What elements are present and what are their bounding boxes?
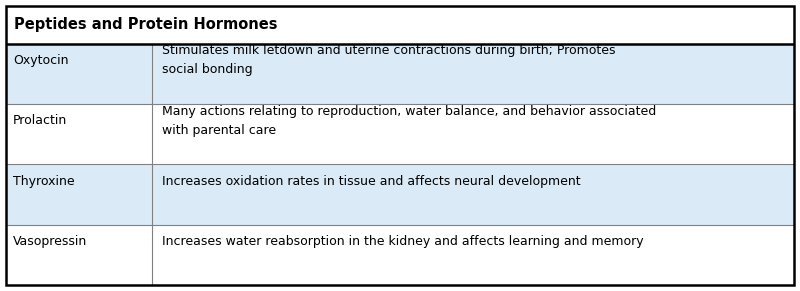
Text: Vasopressin: Vasopressin [13, 235, 87, 248]
Bar [6, 44, 794, 104]
Bar [6, 225, 794, 285]
Text: Stimulates milk letdown and uterine contractions during birth; Promotes
social b: Stimulates milk letdown and uterine cont… [162, 45, 615, 77]
Bar [6, 104, 794, 164]
Bar [6, 6, 794, 44]
Text: Prolactin: Prolactin [13, 114, 67, 127]
Bar [6, 164, 794, 225]
Text: Many actions relating to reproduction, water balance, and behavior associated
wi: Many actions relating to reproduction, w… [162, 105, 656, 137]
Text: Peptides and Protein Hormones: Peptides and Protein Hormones [14, 17, 278, 32]
Text: Increases oxidation rates in tissue and affects neural development: Increases oxidation rates in tissue and … [162, 175, 580, 188]
Text: Oxytocin: Oxytocin [13, 54, 68, 67]
Text: Increases water reabsorption in the kidney and affects learning and memory: Increases water reabsorption in the kidn… [162, 235, 643, 248]
Text: Thyroxine: Thyroxine [13, 175, 74, 188]
